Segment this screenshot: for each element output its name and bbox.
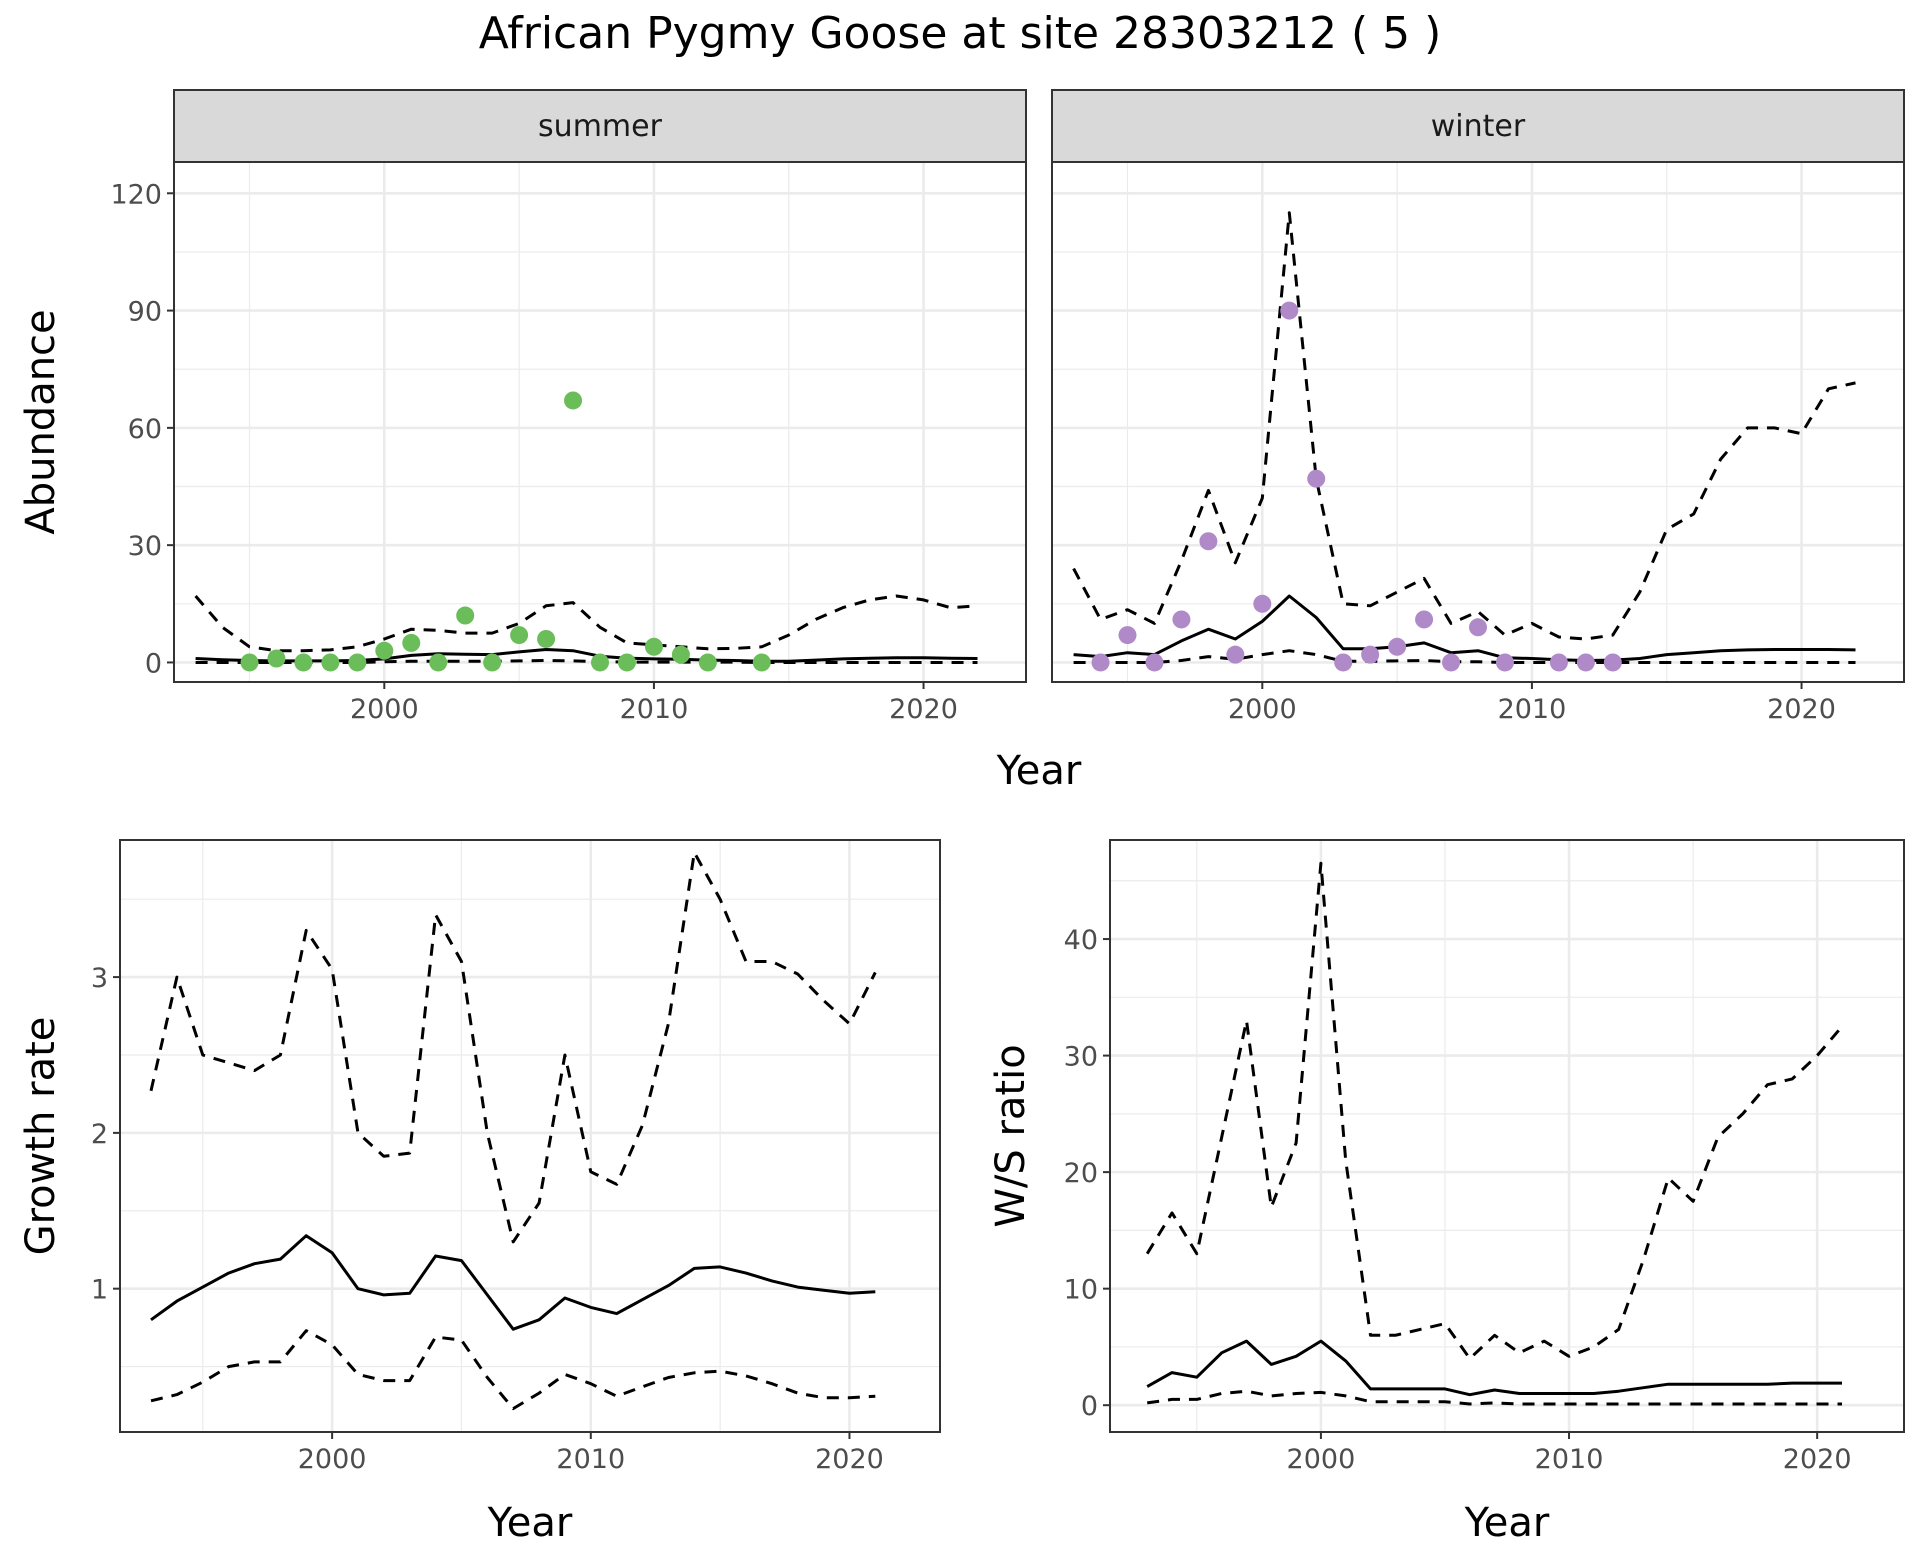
winter-observation-point [1576, 653, 1595, 672]
growth-lower-bound-line [150, 1329, 876, 1411]
ratio-plot-border [1109, 839, 1905, 1433]
summer-y-tick-label: 30 [128, 531, 162, 562]
growth-plot-border [119, 839, 941, 1433]
summer-observation-point [375, 641, 394, 660]
summer-observation-point [537, 629, 556, 648]
summer-observation-point [752, 653, 771, 672]
summer-observation-point [456, 606, 475, 625]
winter-lower-bound-line [1073, 649, 1856, 664]
ratio-lower-bound-line [1146, 1389, 1842, 1406]
chart-title: African Pygmy Goose at site 28303212 ( 5… [478, 8, 1442, 59]
winter-mean-line [1073, 594, 1856, 662]
ratio-x-tick-label: 2000 [1287, 1444, 1356, 1475]
ratio-x-axis-label: Year [1464, 1500, 1550, 1546]
summer-observation-point [321, 653, 340, 672]
winter-observation-point [1603, 653, 1622, 672]
summer-observation-point [698, 653, 717, 672]
summer-plot-border [173, 161, 1027, 683]
summer-observation-point [510, 626, 529, 645]
summer-observation-point [348, 653, 367, 672]
growth-mean-line [150, 1234, 876, 1331]
summer-observation-point [617, 653, 636, 672]
ratio-y-tick-label: 0 [1081, 1391, 1098, 1422]
winter-plot-border [1051, 161, 1905, 683]
growth-grid [120, 840, 940, 1432]
top-x-axis-label: Year [996, 748, 1082, 794]
ratio-grid [1110, 840, 1904, 1432]
growth-rate-panel: 2000 2010 2020 1 2 3 [91, 839, 941, 1475]
ratio-mean-line [1146, 1339, 1842, 1397]
summer-observation-point [644, 637, 663, 656]
summer-grid [174, 162, 1026, 682]
growth-x-tick-label: 2020 [815, 1444, 884, 1475]
growth-y-axis-label: Growth rate [18, 1017, 64, 1256]
ratio-x-tick-label: 2020 [1783, 1444, 1852, 1475]
summer-observation-point [671, 645, 690, 664]
ratio-x-tick-label: 2010 [1535, 1444, 1604, 1475]
summer-x-tick-label: 2010 [620, 694, 689, 725]
growth-x-axis-label: Year [487, 1500, 573, 1546]
winter-observation-point [1415, 610, 1434, 629]
growth-y-tick-label: 3 [91, 963, 108, 994]
winter-observation-point [1442, 653, 1461, 672]
summer-panel: summer 2000 2010 2020 0 30 60 90 120 [110, 89, 1027, 725]
summer-upper-bound-line [194, 594, 978, 653]
summer-x-tick-label: 2020 [889, 694, 958, 725]
winter-observation-point [1334, 653, 1353, 672]
summer-observation-point [591, 653, 609, 672]
growth-upper-bound-line [149, 851, 877, 1244]
winter-panel: winter 2000 2010 2020 [1051, 89, 1905, 725]
winter-x-tick-label: 2020 [1767, 694, 1836, 725]
winter-strip-label: winter [1431, 109, 1526, 144]
winter-observation-point [1226, 645, 1245, 664]
ws-ratio-panel: 2000 2010 2020 0 10 20 30 40 [1064, 839, 1905, 1475]
winter-grid [1052, 162, 1904, 682]
ratio-y-tick-label: 10 [1064, 1275, 1098, 1306]
summer-y-tick-label: 60 [128, 414, 162, 445]
winter-observation-point [1361, 645, 1380, 664]
growth-y-tick-label: 1 [91, 1275, 108, 1306]
winter-strip [1051, 89, 1905, 163]
summer-observation-point [294, 653, 313, 672]
summer-y-tick-label: 0 [145, 648, 162, 679]
ratio-y-axis-label: W/S ratio [988, 1044, 1034, 1227]
summer-observation-point [267, 649, 286, 668]
ratio-y-tick-label: 40 [1064, 925, 1098, 956]
ratio-y-tick-label: 30 [1064, 1042, 1098, 1073]
winter-observation-point [1172, 610, 1191, 629]
summer-observation-point [564, 391, 583, 410]
winter-observation-point [1469, 618, 1487, 637]
winter-x-tick-label: 2010 [1498, 694, 1567, 725]
winter-observation-point [1388, 637, 1407, 656]
summer-strip-label: summer [538, 109, 663, 144]
growth-x-tick-label: 2010 [556, 1444, 625, 1475]
winter-observation-point [1145, 653, 1164, 672]
summer-y-tick-label: 90 [128, 297, 162, 328]
growth-x-tick-label: 2000 [298, 1444, 367, 1475]
top-y-axis-label: Abundance [18, 309, 64, 534]
summer-observation-point [402, 633, 421, 652]
winter-observation-point [1118, 626, 1137, 645]
winter-observation-point [1280, 301, 1299, 320]
summer-strip [173, 89, 1027, 163]
ratio-upper-bound-line [1145, 861, 1844, 1361]
summer-y-tick-label: 120 [110, 179, 162, 210]
winter-upper-bound-line [1072, 211, 1856, 641]
summer-observation-point [483, 653, 502, 672]
winter-observation-point [1199, 532, 1218, 551]
summer-x-tick-label: 2000 [350, 694, 419, 725]
growth-y-tick-label: 2 [91, 1119, 108, 1150]
ratio-y-tick-label: 20 [1064, 1158, 1098, 1189]
winter-observation-point [1091, 653, 1110, 672]
summer-observation-point [429, 653, 448, 672]
winter-observation-point [1495, 653, 1514, 672]
winter-observation-point [1549, 653, 1568, 672]
winter-observation-point [1307, 469, 1326, 488]
winter-observation-point [1253, 594, 1272, 613]
winter-x-tick-label: 2000 [1228, 694, 1297, 725]
summer-observation-point [240, 653, 259, 672]
summer-mean-line [195, 648, 978, 663]
